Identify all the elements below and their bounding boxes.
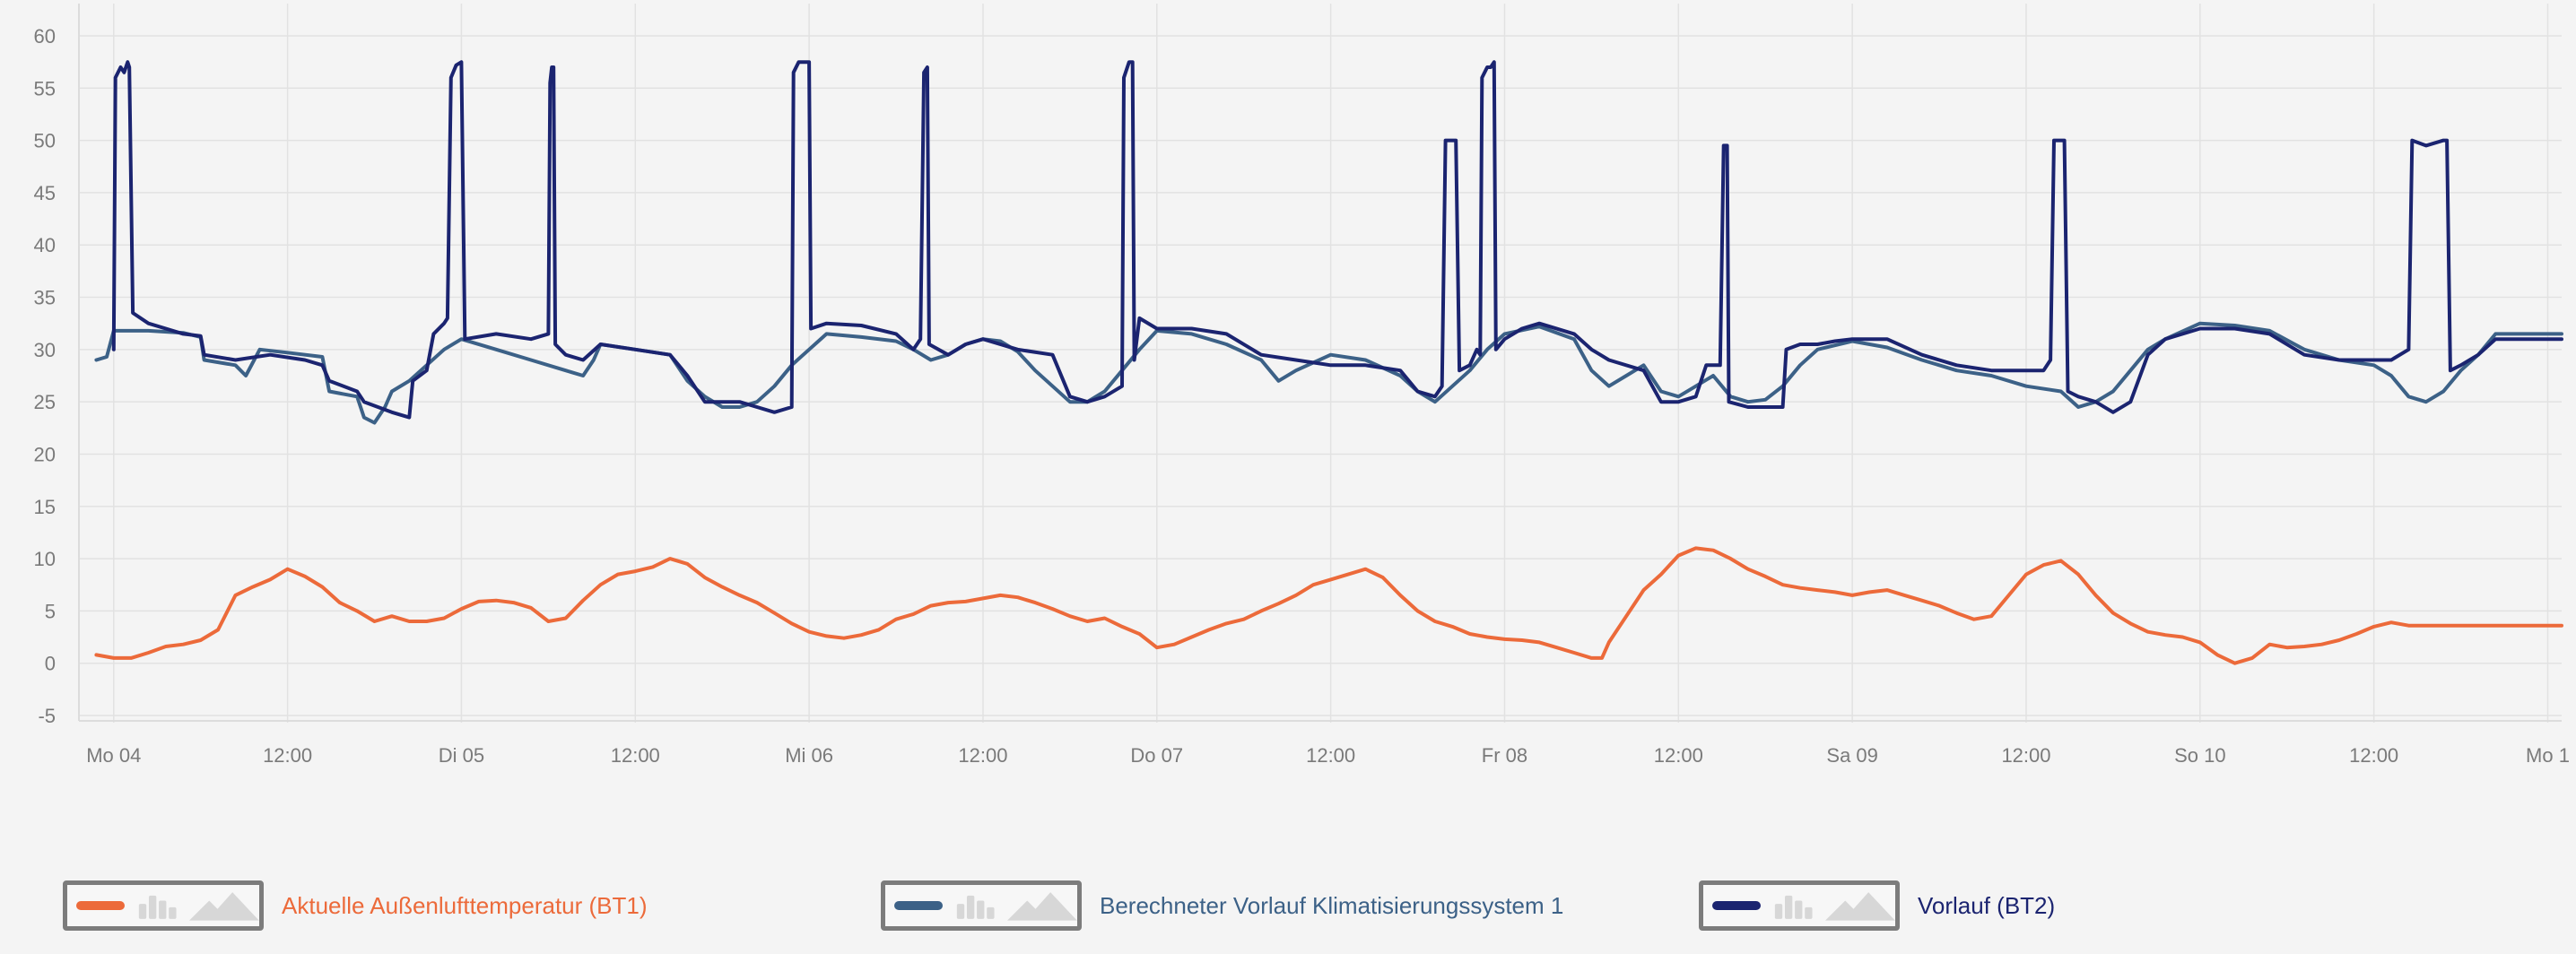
y-tick-label: 55: [34, 77, 56, 100]
y-tick-label: 30: [34, 339, 56, 361]
series-line-2: [111, 60, 2563, 420]
axes: [78, 4, 2562, 722]
y-tick-label: 50: [34, 130, 56, 152]
x-tick-label: 12:00: [611, 744, 660, 767]
x-tick-label: Di 05: [439, 744, 484, 767]
legend-item-supply-flow[interactable]: Vorlauf (BT2): [1699, 877, 2055, 934]
legend-item-outdoor-temperature[interactable]: Aktuelle Außenlufttemperatur (BT1): [63, 877, 648, 934]
area-chart-icon: [1825, 892, 1895, 921]
x-tick-label: 12:00: [2349, 744, 2398, 767]
y-axis-tick-labels: -5 0 5 10 15 20 25 30 35 40 45 50 55 60: [34, 25, 56, 727]
legend-label: Aktuelle Außenlufttemperatur (BT1): [282, 891, 648, 919]
y-tick-label: 25: [34, 391, 56, 413]
x-tick-label: 12:00: [1654, 744, 1703, 767]
y-tick-label: 35: [34, 287, 56, 309]
series-line-0: [94, 546, 2563, 665]
legend: Aktuelle Außenlufttemperatur (BT1) Berec…: [0, 877, 2576, 934]
y-tick-label: 5: [45, 600, 56, 622]
line-chart: -5 0 5 10 15 20 25 30 35 40 45 50 55 60 Mo 04 12:00 Di …: [34, 4, 2570, 767]
x-tick-label: 12:00: [263, 744, 312, 767]
series-type-toggle[interactable]: [881, 880, 1082, 931]
area-chart-icon: [1007, 892, 1077, 921]
x-tick-label: Mi 06: [785, 744, 833, 767]
x-tick-label: 12:00: [2001, 744, 2050, 767]
y-tick-label: 40: [34, 234, 56, 256]
grid: [79, 4, 2562, 723]
bar-chart-icon: [956, 895, 995, 919]
x-tick-label: Do 07: [1130, 744, 1183, 767]
x-tick-label: Fr 08: [1482, 744, 1527, 767]
y-tick-label: 15: [34, 496, 56, 518]
x-tick-label: Sa 09: [1826, 744, 1878, 767]
line-swatch-icon: [894, 901, 943, 910]
x-tick-label: 12:00: [958, 744, 1007, 767]
y-tick-label: -5: [38, 705, 56, 727]
series-line-1: [94, 321, 2563, 425]
area-chart-icon: [189, 892, 259, 921]
bar-chart-icon: [138, 895, 177, 919]
y-tick-label: 60: [34, 25, 56, 48]
y-tick-label: 45: [34, 182, 56, 204]
bar-chart-icon: [1774, 895, 1813, 919]
series-type-toggle[interactable]: [63, 880, 264, 931]
x-tick-label: So 10: [2174, 744, 2226, 767]
legend-label: Vorlauf (BT2): [1918, 891, 2056, 919]
legend-label: Berechneter Vorlauf Klimatisierungssyste…: [1100, 891, 1564, 919]
x-tick-label: Mo 04: [86, 744, 141, 767]
y-tick-label: 0: [45, 653, 56, 675]
y-tick-label: 20: [34, 443, 56, 465]
x-tick-label: 12:00: [1306, 744, 1355, 767]
line-swatch-icon: [1712, 901, 1761, 910]
x-axis-tick-labels: Mo 04 12:00 Di 05 12:00 Mi 06 12:00 Do 07 12:00…: [86, 744, 2570, 767]
line-swatch-icon: [76, 901, 125, 910]
x-tick-label: Mo 1: [2526, 744, 2570, 767]
series-type-toggle[interactable]: [1699, 880, 1900, 931]
y-tick-label: 10: [34, 548, 56, 570]
legend-item-calculated-flow[interactable]: Berechneter Vorlauf Klimatisierungssyste…: [881, 877, 1563, 934]
series-lines: [94, 60, 2563, 665]
